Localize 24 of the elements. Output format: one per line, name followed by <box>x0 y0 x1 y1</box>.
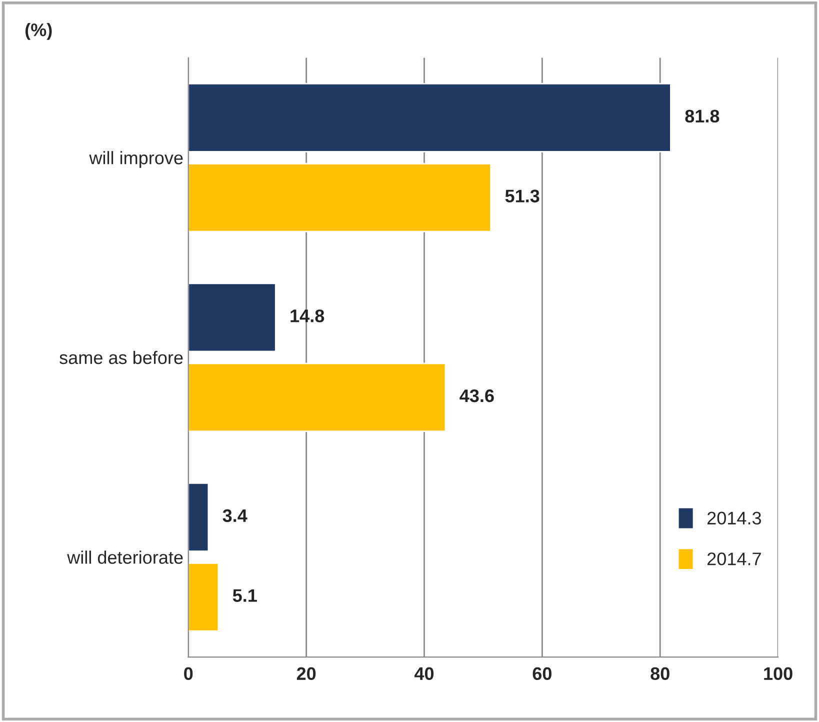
data-label: 81.8 <box>685 110 720 123</box>
bar <box>188 83 672 152</box>
data-label: 51.3 <box>505 190 540 202</box>
legend-label: 2014.3 <box>707 512 762 525</box>
bar <box>188 362 446 432</box>
data-label: 43.6 <box>460 389 494 402</box>
bar <box>188 482 210 552</box>
legend-label: 2014.7 <box>707 552 761 566</box>
y-tick-label: same as before <box>60 350 183 364</box>
x-tick-label: 60 <box>532 667 552 680</box>
x-tick-label: 0 <box>184 667 193 680</box>
x-tick-label: 100 <box>764 667 792 680</box>
data-label: 14.8 <box>290 310 324 322</box>
data-label: 5.1 <box>232 589 257 602</box>
data-label: 3.4 <box>222 509 248 522</box>
y-tick-label: will improve <box>89 151 183 168</box>
x-tick-label: 20 <box>296 667 316 680</box>
bar <box>188 162 492 232</box>
bar <box>188 282 276 352</box>
y-tick-label: will deteriorate <box>67 550 183 564</box>
x-tick-label: 80 <box>650 667 670 680</box>
bar <box>188 562 220 632</box>
x-tick-label: 40 <box>414 667 434 680</box>
y-axis-title: (%) <box>25 23 52 40</box>
